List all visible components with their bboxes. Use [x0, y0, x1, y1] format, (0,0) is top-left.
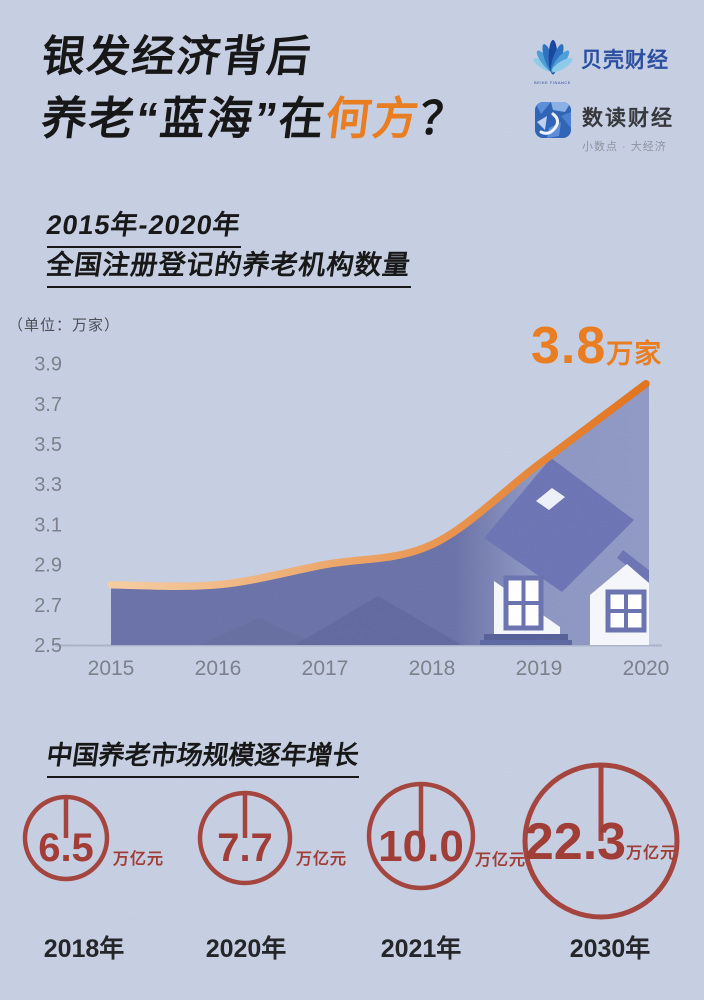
peak-value-annotation: 3.8 万家 — [531, 320, 662, 372]
market-unit: 万亿元 — [113, 851, 165, 868]
shudu-logo-tagline: 小数点 · 大经济 — [582, 141, 667, 153]
market-year-label: 2021年 — [380, 935, 462, 963]
market-size-item-2021: 10.0 万亿元 — [365, 780, 525, 892]
x-axis-tick-labels: 2015 2016 2017 2018 2019 2020 — [88, 657, 670, 680]
y-tick-label: 3.7 — [34, 394, 62, 416]
market-value: 7.7 — [217, 826, 273, 870]
main-title-line1: 银发经济背后 — [39, 33, 316, 81]
market-unit: 万亿元 — [475, 852, 527, 869]
market-value: 6.5 — [38, 826, 94, 870]
x-tick-label: 2020 — [623, 657, 670, 680]
market-unit: 万亿元 — [626, 845, 678, 862]
x-tick-label: 2018 — [409, 657, 456, 680]
shudu-logo-icon — [535, 102, 571, 138]
x-tick-label: 2015 — [88, 657, 135, 680]
y-tick-label: 2.9 — [34, 555, 62, 577]
y-tick-label: 2.5 — [34, 635, 62, 657]
chart1-subtitle-line2: 全国注册登记的养老机构数量 — [45, 243, 413, 288]
market-unit: 万亿元 — [296, 851, 348, 868]
market-year-label: 2018年 — [43, 935, 125, 963]
chart1-subtitle-line1: 2015年-2020年 — [45, 203, 243, 248]
beike-finance-logo: 贝壳财经 — [533, 38, 669, 80]
beike-logo-text: 贝壳财经 — [581, 49, 669, 72]
shell-icon — [533, 39, 573, 75]
market-year-label: 2020年 — [205, 935, 287, 963]
y-tick-label: 3.9 — [34, 354, 62, 376]
beike-logo-subtext: BEIKE FINANCE — [534, 80, 571, 85]
main-title-line2: 养老“蓝海”在何方？ — [38, 93, 471, 144]
market-size-item-2018: 6.5 万亿元 — [21, 793, 163, 883]
x-tick-label: 2016 — [195, 657, 242, 680]
y-tick-label: 3.3 — [34, 474, 62, 496]
y-axis-tick-labels: 3.9 3.7 3.5 3.3 3.1 2.9 2.7 2.5 — [34, 354, 62, 657]
elder-care-institutions-chart: 3.9 3.7 3.5 3.3 3.1 2.9 2.7 2.5 2015 2016 2017 201… — [0, 340, 704, 690]
title-line2-pre: 养老“蓝海”在 — [38, 93, 330, 144]
annotation-unit: 万家 — [606, 339, 663, 369]
market-value: 22.3 — [524, 813, 627, 871]
market-size-item-2030: 22.3 万亿元 — [521, 761, 681, 921]
x-tick-label: 2017 — [302, 657, 349, 680]
annotation-value: 3.8 — [531, 317, 607, 375]
chart1-unit-label: （单位：万家） — [8, 317, 121, 334]
x-tick-label: 2019 — [516, 657, 563, 680]
title-highlight: 何方 — [322, 93, 424, 144]
shudu-finance-logo: 数读财经 小数点 · 大经济 — [535, 102, 674, 154]
y-tick-label: 3.5 — [34, 434, 62, 456]
market-value: 10.0 — [378, 822, 464, 871]
y-tick-label: 2.7 — [34, 595, 62, 617]
y-tick-label: 3.1 — [34, 514, 62, 536]
market-year-label: 2030年 — [569, 935, 651, 963]
market-size-item-2020: 7.7 万亿元 — [196, 789, 346, 887]
title-line2-question: ？ — [416, 93, 471, 144]
area-chart-canvas: 3.93.73.53.33.12.92.72.5 2015 2016 2017 201… — [34, 354, 670, 680]
market-size-title: 中国养老市场规模逐年增长 — [45, 735, 361, 778]
shudu-logo-text: 数读财经 — [582, 107, 674, 130]
